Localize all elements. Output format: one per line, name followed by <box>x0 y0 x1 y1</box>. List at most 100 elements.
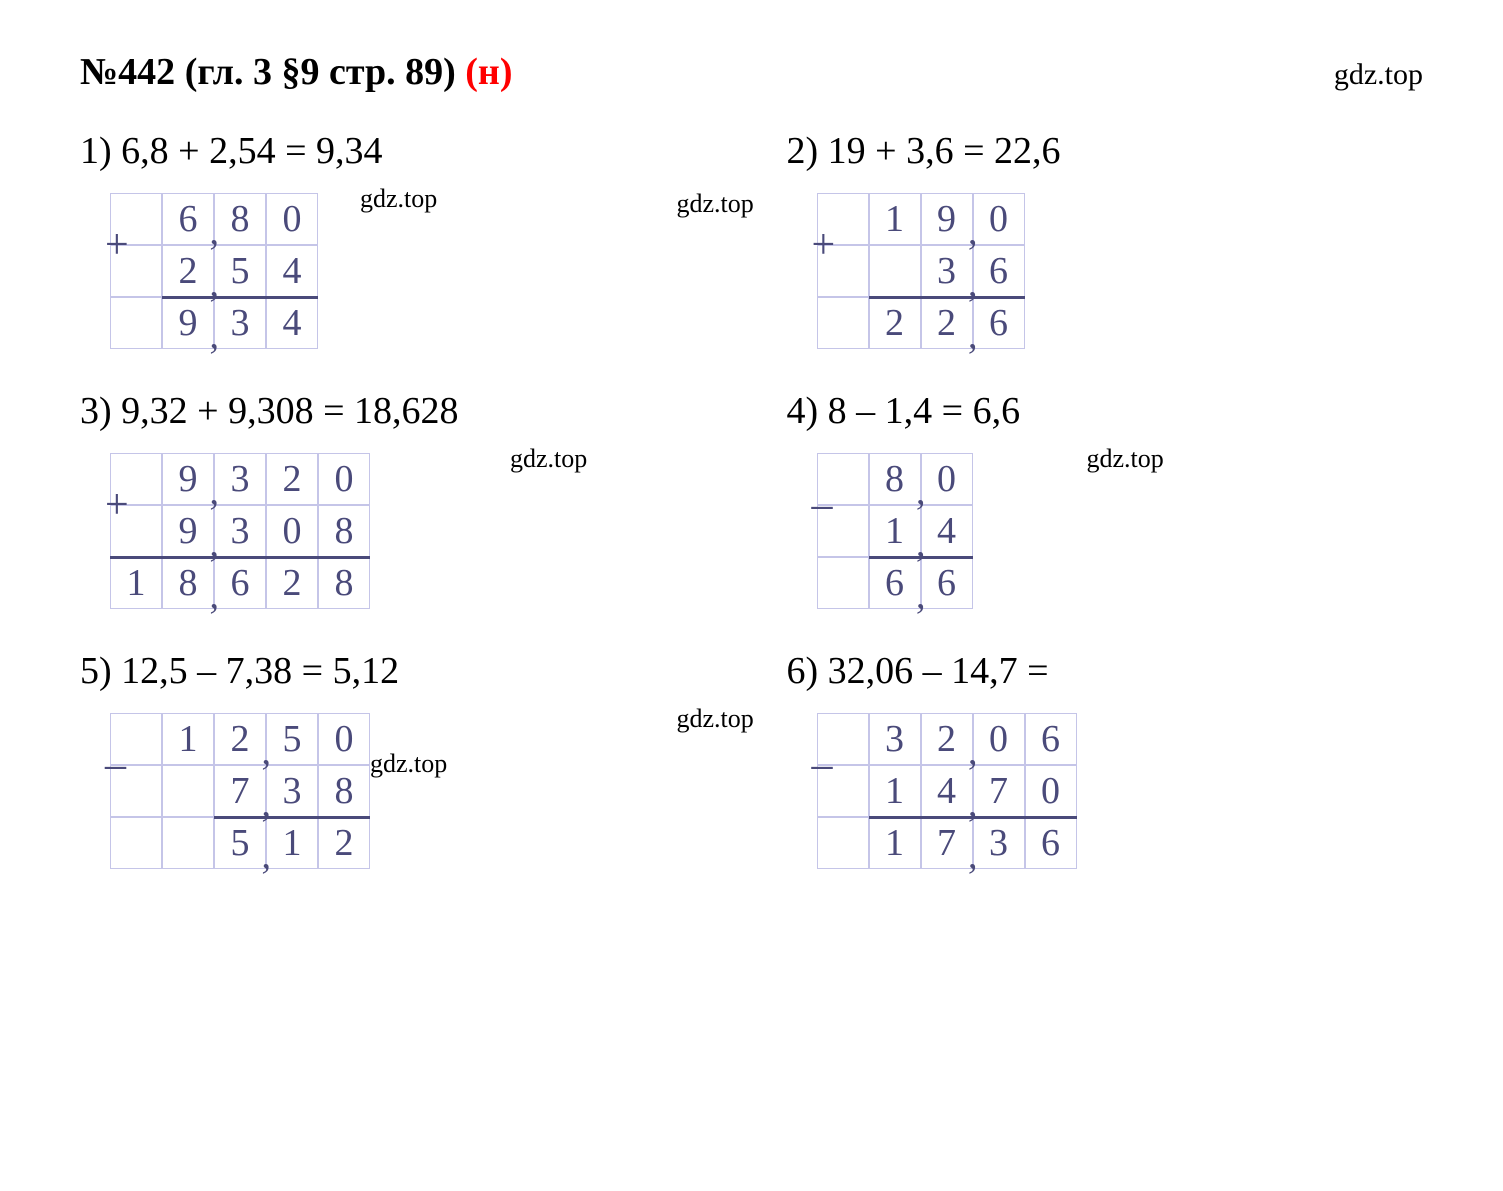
calc-cell: 2 <box>266 557 318 609</box>
calc-cell: 5, <box>214 817 266 869</box>
operator-sign: + <box>105 221 129 269</box>
calc-cell <box>869 245 921 297</box>
decimal-comma: , <box>210 314 220 358</box>
title-number: №442 <box>80 51 175 93</box>
calc-cell: 4 <box>266 297 318 349</box>
calc-cell: 2, <box>162 245 214 297</box>
calc-cell: 2, <box>214 713 266 765</box>
watermark: gdz.top <box>360 184 437 214</box>
calc-cell: 1 <box>110 557 162 609</box>
watermark: gdz.top <box>677 704 754 734</box>
page-title: №442 (гл. 3 §9 стр. 89) (н) <box>80 50 512 94</box>
calc-cell: 1 <box>869 817 921 869</box>
problem-expression: 19 + 3,6 = 22,6 <box>818 130 1060 172</box>
calc-cell: 8 <box>318 557 370 609</box>
problem-equation: 5) 12,5 – 7,38 = 5,12 <box>80 649 717 693</box>
calc-cell <box>817 557 869 609</box>
problem-expression: 9,32 + 9,308 = 18,628 <box>112 390 459 432</box>
watermark: gdz.top <box>370 749 447 779</box>
problem-equation: 1) 6,8 + 2,54 = 9,34 <box>80 129 717 173</box>
calc-cell: 6 <box>214 557 266 609</box>
calc-cell: 0 <box>266 193 318 245</box>
calc-cell: 6 <box>921 557 973 609</box>
operator-sign: – <box>105 741 126 789</box>
problem-6: 6) 32,06 – 14,7 =gdz.top32,0614,7017,36– <box>787 649 1424 869</box>
problem-equation: 6) 32,06 – 14,7 = <box>787 649 1424 693</box>
problem-4: 4) 8 – 1,4 = 6,6gdz.top8,01,46,6– <box>787 389 1424 609</box>
problem-expression: 6,8 + 2,54 = 9,34 <box>112 130 383 172</box>
problems-container: 1) 6,8 + 2,54 = 9,34gdz.top6,802,549,34+… <box>80 129 1423 869</box>
calc-cell: 0 <box>973 713 1025 765</box>
problem-index: 4) <box>787 390 819 432</box>
calc-cell: 1 <box>869 765 921 817</box>
problem-equation: 2) 19 + 3,6 = 22,6 <box>787 129 1424 173</box>
operator-sign: – <box>812 481 833 529</box>
calc-cell: 0 <box>921 453 973 505</box>
calc-cell: 3 <box>214 453 266 505</box>
problem-equation: 3) 9,32 + 9,308 = 18,628 <box>80 389 717 433</box>
calc-cell: 6 <box>973 297 1025 349</box>
problem-index: 3) <box>80 390 112 432</box>
calc-cell: 8, <box>869 453 921 505</box>
brand-label: gdz.top <box>1334 58 1423 92</box>
calc-cell: 0 <box>318 713 370 765</box>
calc-cell: 5 <box>266 713 318 765</box>
calc-cell: 2, <box>921 297 973 349</box>
decimal-comma: , <box>916 574 926 618</box>
operator-sign: + <box>812 221 836 269</box>
calc-cell: 1 <box>162 713 214 765</box>
calc-cell: 3 <box>869 713 921 765</box>
calc-cell <box>110 297 162 349</box>
calc-cell: 9, <box>162 453 214 505</box>
decimal-comma: , <box>968 262 978 306</box>
decimal-comma: , <box>968 210 978 254</box>
calc-cell: 1 <box>869 193 921 245</box>
problem-expression: 32,06 – 14,7 = <box>818 650 1048 692</box>
problem-index: 1) <box>80 130 112 172</box>
result-underline <box>162 296 318 299</box>
calc-cell: 4, <box>921 765 973 817</box>
calc-cell: 6, <box>869 557 921 609</box>
decimal-comma: , <box>262 782 272 826</box>
decimal-comma: , <box>210 262 220 306</box>
decimal-comma: , <box>262 834 272 878</box>
calc-cell: 3 <box>973 817 1025 869</box>
calc-cell: 0 <box>1025 765 1077 817</box>
operator-sign: – <box>812 741 833 789</box>
decimal-comma: , <box>968 834 978 878</box>
calc-cell <box>162 817 214 869</box>
calculation-grid: 9,3209,30818,628+ <box>110 453 370 609</box>
calc-cell: 9, <box>921 193 973 245</box>
decimal-comma: , <box>210 522 220 566</box>
calc-cell: 1 <box>266 817 318 869</box>
calc-cell: 7 <box>973 765 1025 817</box>
problem-equation: 4) 8 – 1,4 = 6,6 <box>787 389 1424 433</box>
problem-5: 5) 12,5 – 7,38 = 5,12gdz.top12,507,385,1… <box>80 649 717 869</box>
decimal-comma: , <box>916 470 926 514</box>
calc-cell: 0 <box>318 453 370 505</box>
calc-cell: 3 <box>214 505 266 557</box>
calc-cell: 8 <box>214 193 266 245</box>
calc-cell: 4 <box>266 245 318 297</box>
calc-cell: 9, <box>162 505 214 557</box>
problem-3: 3) 9,32 + 9,308 = 18,628gdz.top9,3209,30… <box>80 389 717 609</box>
calc-cell: 2 <box>266 453 318 505</box>
decimal-comma: , <box>210 470 220 514</box>
decimal-comma: , <box>916 522 926 566</box>
problem-index: 5) <box>80 650 112 692</box>
calc-cell: 6 <box>1025 817 1077 869</box>
header: №442 (гл. 3 §9 стр. 89) (н) gdz.top <box>80 50 1423 94</box>
calculation-grid: 19,03,622,6+ <box>817 193 1025 349</box>
calc-cell: 6 <box>1025 713 1077 765</box>
result-underline <box>869 296 1025 299</box>
calculation-grid: 12,507,385,12– <box>110 713 370 869</box>
calc-cell: 3, <box>921 245 973 297</box>
calc-cell: 8, <box>162 557 214 609</box>
calc-cell: 3 <box>266 765 318 817</box>
calc-cell: 8 <box>318 505 370 557</box>
decimal-comma: , <box>968 314 978 358</box>
calc-cell: 2 <box>869 297 921 349</box>
decimal-comma: , <box>968 782 978 826</box>
title-reference: (гл. 3 §9 стр. 89) <box>175 51 465 93</box>
calc-cell: 4 <box>921 505 973 557</box>
